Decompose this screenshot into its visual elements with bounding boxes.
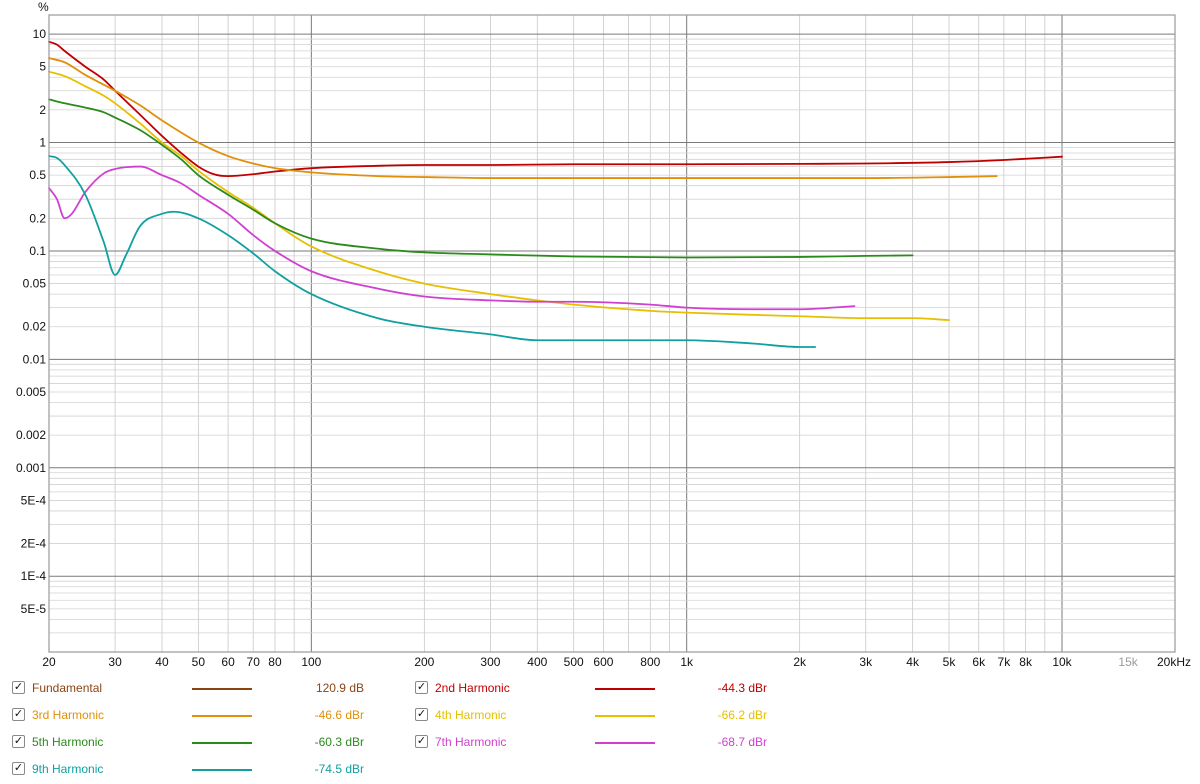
x-tick-label: 600	[593, 655, 613, 669]
x-tick-label: 20	[42, 655, 56, 669]
x-tick-label: 200	[414, 655, 434, 669]
x-tick-label: 2k	[793, 655, 807, 669]
series-line-7th-harmonic	[48, 165, 856, 311]
y-tick-label: 1	[39, 136, 46, 150]
x-tick-label: 40	[155, 655, 169, 669]
y-tick-label: 0.5	[29, 168, 46, 182]
x-tick-label: 5k	[943, 655, 957, 669]
y-tick-label: 2E-4	[21, 537, 47, 551]
legend-checkbox[interactable]: ✓	[12, 735, 25, 748]
y-tick-labels: 10 5 2 1 0.5 0.2 0.1 0.05 0.02 0.01 0.005 0.002 0.00…	[16, 27, 46, 616]
legend-swatch	[192, 688, 252, 690]
legend-label: Fundamental	[32, 681, 103, 695]
legend-swatch	[595, 742, 655, 744]
legend: ✓ Fundamental 120.9 dB ✓ 2nd Harmonic -44.3 d…	[0, 676, 800, 784]
legend-swatch	[595, 688, 655, 690]
y-tick-label: 10	[33, 27, 47, 41]
legend-swatch	[192, 742, 252, 744]
x-tick-labels: 20 30 40 50 60 70 80 100 200 300 400 500 600 800 1k 2k 3…	[42, 655, 1191, 669]
legend-checkbox[interactable]: ✓	[12, 762, 25, 775]
legend-checkbox[interactable]: ✓	[12, 681, 25, 694]
series-layer	[48, 40, 1063, 348]
x-tick-label: 3k	[859, 655, 873, 669]
legend-label: 7th Harmonic	[435, 735, 507, 749]
legend-item: ✓ Fundamental 120.9 dB	[12, 678, 382, 698]
x-tick-label: 30	[108, 655, 122, 669]
legend-value: -74.5 dBr	[314, 762, 364, 776]
x-tick-label: 8k	[1019, 655, 1033, 669]
legend-label: 5th Harmonic	[32, 735, 104, 749]
legend-value: 120.9 dB	[315, 681, 364, 695]
y-unit-label: %	[38, 0, 49, 14]
legend-checkbox[interactable]: ✓	[415, 681, 428, 694]
y-tick-label: 2	[39, 103, 46, 117]
legend-label: 4th Harmonic	[435, 708, 507, 722]
y-tick-label: 0.05	[23, 277, 47, 291]
legend-label: 9th Harmonic	[32, 762, 104, 776]
legend-value: -60.3 dBr	[314, 735, 364, 749]
series-line-9th-harmonic	[48, 155, 817, 348]
y-tick-label: 0.2	[29, 211, 46, 225]
legend-item: ✓ 9th Harmonic -74.5 dBr	[12, 759, 382, 779]
x-tick-label: 100	[301, 655, 321, 669]
x-tick-label: 500	[564, 655, 584, 669]
legend-swatch	[192, 769, 252, 771]
y-tick-label: 0.02	[23, 320, 47, 334]
x-tick-label: 80	[268, 655, 282, 669]
legend-value: -44.3 dBr	[717, 681, 767, 695]
legend-swatch	[192, 715, 252, 717]
legend-item: ✓ 7th Harmonic -68.7 dBr	[415, 732, 785, 752]
legend-item: ✓ 5th Harmonic -60.3 dBr	[12, 732, 382, 752]
legend-checkbox[interactable]: ✓	[415, 735, 428, 748]
legend-label: 3rd Harmonic	[32, 708, 105, 722]
x-tick-label: 6k	[972, 655, 986, 669]
y-tick-label: 1E-4	[21, 569, 47, 583]
x-tick-label: 1k	[680, 655, 694, 669]
x-tick-label: 70	[247, 655, 261, 669]
legend-swatch	[595, 715, 655, 717]
y-tick-label: 5E-4	[21, 493, 47, 507]
x-tick-label: 7k	[998, 655, 1012, 669]
legend-item: ✓ 4th Harmonic -66.2 dBr	[415, 705, 785, 725]
x-tick-label: 10k	[1052, 655, 1072, 669]
x-tick-label: 15k	[1118, 655, 1138, 669]
x-tick-label: 20kHz	[1157, 655, 1191, 669]
series-line-2nd-harmonic	[48, 40, 1063, 178]
y-tick-label: 5	[39, 60, 46, 74]
x-tick-label: 300	[480, 655, 500, 669]
legend-value: -68.7 dBr	[717, 735, 767, 749]
legend-checkbox[interactable]: ✓	[12, 708, 25, 721]
x-tick-label: 400	[527, 655, 547, 669]
plot-frame	[48, 14, 1176, 653]
legend-item: ✓ 3rd Harmonic -46.6 dBr	[12, 705, 382, 725]
x-tick-label: 4k	[906, 655, 920, 669]
series-line-5th-harmonic	[48, 98, 914, 259]
y-tick-label: 0.002	[16, 428, 46, 442]
y-tick-label: 0.01	[23, 352, 47, 366]
x-tick-label: 800	[640, 655, 660, 669]
x-tick-label: 60	[221, 655, 235, 669]
y-tick-label: 5E-5	[21, 602, 47, 616]
legend-value: -66.2 dBr	[717, 708, 767, 722]
legend-label: 2nd Harmonic	[435, 681, 510, 695]
series-line-3rd-harmonic	[48, 57, 998, 179]
y-tick-label: 0.001	[16, 461, 46, 475]
chart-area[interactable]: % 10 5 2 1 0.5 0.2 0.1 0.05 0.02 0.01 0.005 0.002 0.…	[0, 0, 1200, 676]
series-line-4th-harmonic	[48, 70, 950, 322]
x-tick-label: 50	[192, 655, 206, 669]
y-tick-label: 0.005	[16, 385, 46, 399]
y-tick-label: 0.1	[29, 244, 46, 258]
legend-checkbox[interactable]: ✓	[415, 708, 428, 721]
legend-value: -46.6 dBr	[314, 708, 364, 722]
grid	[48, 15, 1176, 653]
legend-item: ✓ 2nd Harmonic -44.3 dBr	[415, 678, 785, 698]
